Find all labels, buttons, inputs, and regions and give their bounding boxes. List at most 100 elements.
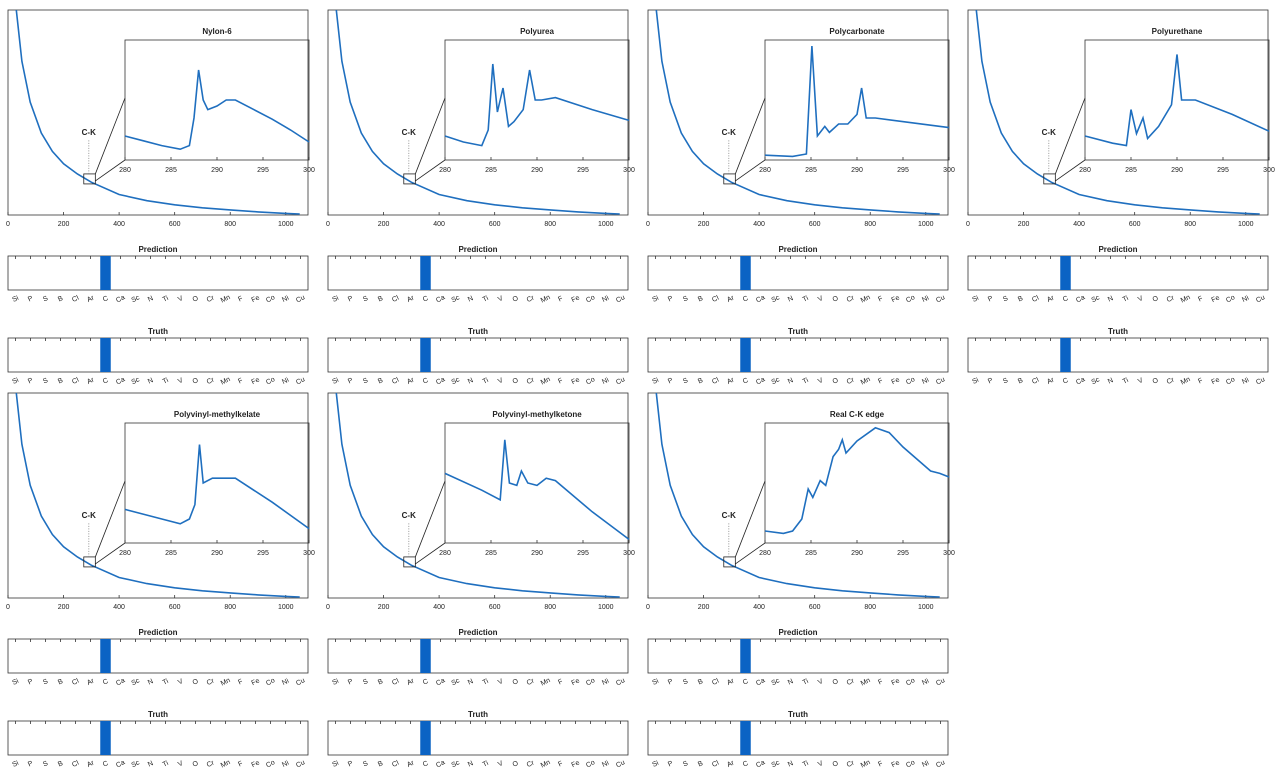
x-tick-label: Mn [540, 759, 552, 769]
x-tick-label: Ti [802, 377, 810, 386]
zoom-box [403, 173, 416, 185]
x-tick-label: O [1152, 377, 1160, 386]
x-tick-label: Mn [860, 677, 872, 687]
chart-title: Truth [468, 327, 488, 336]
bar [1060, 256, 1071, 290]
x-tick-label: 290 [211, 550, 223, 557]
x-tick-label: O [832, 377, 840, 386]
x-tick-label: Cr [1166, 376, 1176, 386]
annotation: C-K [82, 128, 96, 137]
x-tick-label: B [697, 377, 704, 385]
x-tick-label: V [177, 295, 184, 303]
x-tick-label: Ar [1046, 294, 1056, 304]
x-tick-label: F [877, 295, 884, 303]
x-tick-label: 295 [257, 167, 269, 174]
x-tick-label: Cl [391, 760, 400, 769]
x-tick-label: 200 [1018, 221, 1030, 228]
axes-box [444, 422, 630, 544]
x-tick-label: Cl [711, 295, 720, 304]
x-tick-label: 1000 [278, 604, 294, 611]
x-tick-label: P [987, 377, 994, 385]
chart-title: Polyvinyl-methylkelate [174, 410, 261, 419]
chart-title: Truth [148, 327, 168, 336]
x-tick-label: O [832, 678, 840, 687]
chart-title: Polyvinyl-methylketone [492, 410, 582, 419]
x-tick-label: Ti [1122, 295, 1130, 304]
x-tick-label: Co [905, 294, 916, 304]
x-tick-label: 295 [257, 550, 269, 557]
x-tick-label: P [347, 760, 354, 768]
x-tick-label: Ti [802, 760, 810, 769]
x-tick-label: 0 [966, 221, 970, 228]
x-tick-label: C [1062, 295, 1070, 303]
x-tick-label: V [817, 295, 824, 303]
x-tick-label: N [787, 295, 795, 303]
x-tick-label: Si [971, 295, 980, 304]
x-tick-label: Ar [86, 759, 96, 769]
x-tick-label: Ni [281, 377, 290, 386]
annotation: C-K [1042, 128, 1056, 137]
line [975, 9, 1260, 215]
x-tick-label: 800 [864, 604, 876, 611]
x-tick-label: Cu [615, 294, 626, 304]
x-tick-label: Ar [726, 376, 736, 386]
x-tick-label: Ca [115, 376, 126, 386]
x-tick-label: P [347, 678, 354, 686]
x-tick-label: N [147, 295, 155, 303]
x-tick-label: Ca [755, 376, 766, 386]
bar [740, 256, 751, 290]
x-tick-label: Co [1225, 294, 1236, 304]
x-tick-label: Ti [162, 678, 170, 687]
x-tick-label: Cl [71, 295, 80, 304]
x-tick-label: O [192, 377, 200, 386]
x-tick-label: Ni [601, 377, 610, 386]
x-tick-label: Fe [570, 376, 580, 386]
x-tick-label: P [667, 760, 674, 768]
x-tick-label: Cr [846, 759, 856, 769]
x-tick-label: Ca [1075, 294, 1086, 304]
chart-title: Polyurea [520, 27, 554, 36]
x-tick-label: Fe [570, 759, 580, 769]
x-tick-label: Ni [1241, 377, 1250, 386]
x-tick-label: Sc [770, 677, 781, 687]
bar [740, 639, 751, 673]
connector [95, 159, 126, 182]
x-tick-label: Si [331, 760, 340, 769]
x-tick-label: 400 [753, 221, 765, 228]
x-tick-label: P [667, 295, 674, 303]
line [124, 69, 310, 151]
x-tick-label: O [512, 760, 520, 769]
x-tick-label: Ti [1122, 377, 1130, 386]
x-tick-label: 800 [1184, 221, 1196, 228]
x-tick-label: Ca [755, 677, 766, 687]
x-tick-label: F [1197, 295, 1204, 303]
x-tick-label: P [667, 377, 674, 385]
x-tick-label: B [377, 760, 384, 768]
x-tick-label: Ti [482, 678, 490, 687]
x-tick-label: Cl [1031, 295, 1040, 304]
x-tick-label: N [787, 678, 795, 686]
bar [420, 338, 431, 372]
axes-box [647, 392, 949, 599]
x-tick-label: V [497, 295, 504, 303]
x-tick-label: Cu [1255, 294, 1266, 304]
x-tick-label: 600 [1129, 221, 1141, 228]
line [335, 392, 620, 598]
x-tick-label: Sc [130, 677, 141, 687]
axes-box [327, 255, 629, 291]
chart-title: Prediction [138, 245, 177, 254]
x-tick-label: S [42, 760, 49, 768]
chart-title: Truth [788, 710, 808, 719]
x-tick-label: Ni [921, 678, 930, 687]
x-tick-label: Ti [162, 295, 170, 304]
x-tick-label: Cl [391, 377, 400, 386]
zoom-box [83, 173, 96, 185]
x-tick-label: F [877, 377, 884, 385]
x-tick-label: Cu [1255, 376, 1266, 386]
chart-title: Prediction [458, 628, 497, 637]
x-tick-label: O [192, 295, 200, 304]
annotation: C-K [82, 511, 96, 520]
x-tick-label: Cu [935, 376, 946, 386]
line [655, 9, 940, 215]
